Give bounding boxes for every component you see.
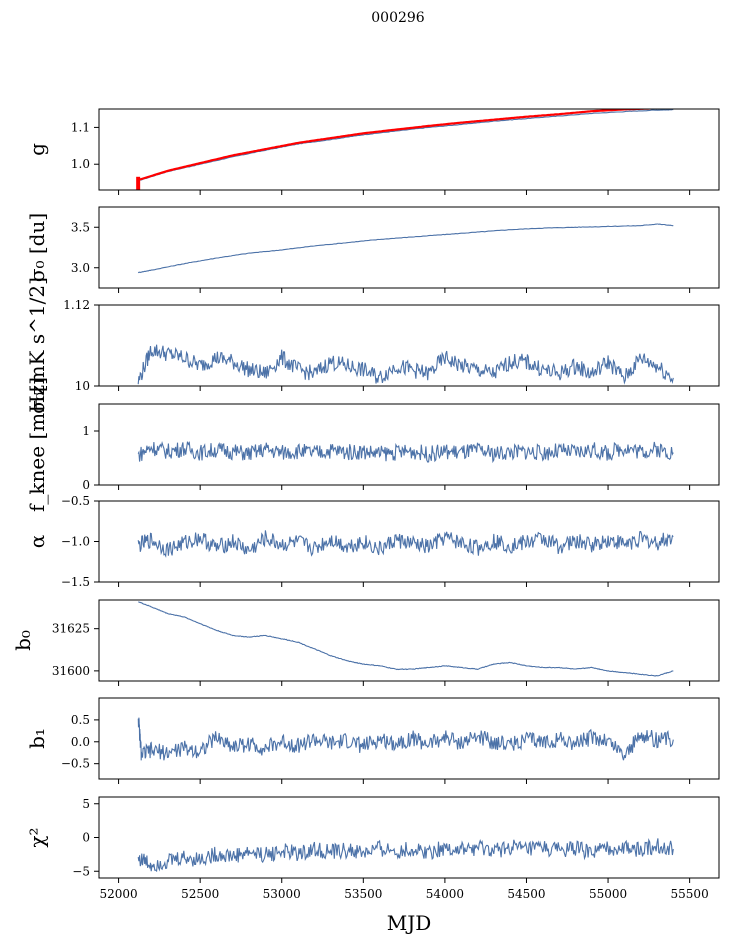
y-tick-label: −1.0 bbox=[61, 535, 90, 549]
data-line-8 bbox=[137, 838, 674, 873]
y-tick-label: 1.12 bbox=[63, 298, 90, 312]
x-tick-label: 54500 bbox=[507, 887, 545, 901]
y-axis-label: χ² bbox=[25, 827, 49, 847]
y-tick-label: 0.0 bbox=[71, 735, 90, 749]
y-axis-label: g bbox=[25, 143, 49, 156]
axes-frame bbox=[98, 796, 720, 879]
y-tick-label: 3.5 bbox=[71, 220, 90, 234]
x-tick-label: 53000 bbox=[263, 887, 301, 901]
x-tick-label: 52500 bbox=[181, 887, 219, 901]
subplot-7: −0.5 0.0 0.5 b₁ bbox=[25, 697, 720, 784]
axes-frame bbox=[98, 599, 720, 682]
y-tick-label: 31625 bbox=[52, 622, 90, 636]
data-line-3 bbox=[137, 344, 674, 385]
y-tick-label: 0 bbox=[82, 478, 90, 492]
x-tick-label: 55500 bbox=[671, 887, 709, 901]
x-tick-label: 53500 bbox=[344, 887, 382, 901]
axes-frame bbox=[98, 304, 720, 387]
subplot-8: −5 0 5 52000 52500 53000 53500 54000 54500 55000 5… bbox=[25, 796, 720, 935]
y-tick-label: 1.0 bbox=[71, 157, 90, 171]
figure-title: 000296 bbox=[371, 10, 425, 26]
reference-line-1 bbox=[137, 109, 674, 182]
y-tick-label: 5 bbox=[82, 797, 90, 811]
y-tick-label: −0.5 bbox=[61, 757, 90, 771]
data-line-4 bbox=[137, 440, 674, 464]
y-axis-label: f_knee [mHz] bbox=[25, 377, 49, 512]
axes-frame bbox=[98, 206, 720, 289]
axes-frame bbox=[98, 108, 720, 191]
y-axis-label: b₁ bbox=[25, 728, 49, 749]
y-tick-label: 10 bbox=[75, 379, 90, 393]
y-tick-label: 3.0 bbox=[71, 261, 90, 275]
y-axis-label: b₀ bbox=[11, 630, 35, 651]
x-tick-label: 55000 bbox=[589, 887, 627, 901]
data-line-5 bbox=[137, 530, 674, 558]
y-axis-label: σ₀ [du] bbox=[25, 213, 49, 282]
y-tick-label: 0 bbox=[82, 831, 90, 845]
subplot-6: 31600 31625 b₀ bbox=[11, 599, 720, 686]
y-tick-label: −1.5 bbox=[61, 575, 90, 589]
y-tick-label: −0.5 bbox=[61, 494, 90, 508]
y-tick-label: 1.1 bbox=[71, 120, 90, 134]
y-tick-label: 0.5 bbox=[71, 713, 90, 727]
subplot-2: 3.0 3.5 σ₀ [du] bbox=[25, 206, 720, 293]
x-axis-label: MJD bbox=[387, 911, 432, 935]
subplot-5: −1.5 −1.0 −0.5 α bbox=[25, 494, 720, 589]
data-line-2 bbox=[137, 223, 674, 274]
y-axis-label: σ₀[mK s^1/2] bbox=[25, 277, 49, 414]
axes-frame bbox=[98, 697, 720, 780]
subplot-3: 10 1.12 σ₀[mK s^1/2] bbox=[25, 277, 720, 414]
y-axis-label: α bbox=[25, 535, 49, 549]
data-line-1 bbox=[138, 109, 674, 182]
x-tick-label: 52000 bbox=[99, 887, 137, 901]
x-tick-label: 54000 bbox=[426, 887, 464, 901]
subplot-4: 0 1 f_knee [mHz] bbox=[25, 377, 720, 512]
y-tick-label: 1 bbox=[82, 424, 90, 438]
axes-frame bbox=[98, 403, 720, 486]
subplot-1: 1.0 1.1 g bbox=[25, 108, 720, 195]
data-line-6 bbox=[138, 601, 674, 677]
data-line-7 bbox=[137, 717, 674, 761]
y-tick-label: −5 bbox=[72, 864, 90, 878]
y-tick-label: 31600 bbox=[52, 664, 90, 678]
